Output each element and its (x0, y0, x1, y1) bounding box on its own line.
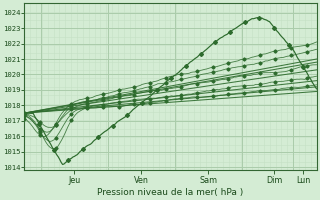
X-axis label: Pression niveau de la mer( hPa ): Pression niveau de la mer( hPa ) (97, 188, 244, 197)
